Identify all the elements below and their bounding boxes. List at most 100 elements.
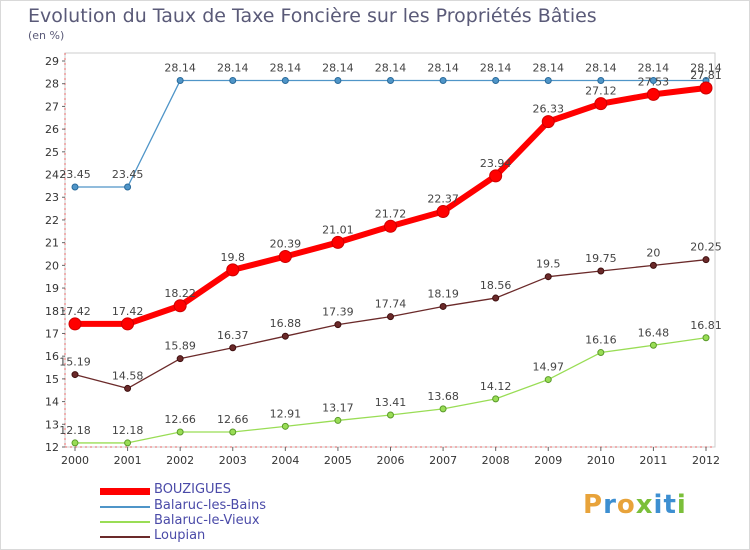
y-tick-label: 24 (45, 169, 59, 182)
data-point (384, 219, 397, 233)
series-line-balaruc-le-vieux (75, 337, 707, 444)
data-label: 19.8 (221, 251, 246, 264)
data-label: 28.14 (217, 62, 249, 75)
data-point (387, 411, 394, 419)
data-label: 28.14 (375, 62, 407, 75)
data-point (387, 313, 394, 321)
data-point (699, 81, 713, 95)
x-tick-label: 2010 (587, 454, 615, 467)
data-point (229, 428, 237, 436)
data-point (702, 334, 710, 342)
data-point (492, 395, 500, 403)
data-point (176, 355, 184, 363)
data-point (597, 267, 605, 275)
proxiti-logo: Proxiti (583, 490, 687, 520)
data-label: 28.14 (427, 62, 459, 75)
data-point (176, 428, 184, 436)
data-label: 18.19 (427, 287, 459, 300)
legend-swatch (100, 536, 150, 538)
y-tick-label: 29 (45, 55, 59, 68)
data-label: 27.12 (585, 85, 617, 98)
data-label: 14.97 (533, 361, 565, 374)
data-point (439, 302, 447, 310)
data-label: 27.53 (638, 75, 670, 88)
data-label: 16.37 (217, 329, 249, 342)
legend-label: Balaruc-les-Bains (154, 498, 267, 513)
x-tick-label: 2003 (219, 454, 247, 467)
legend-label: Balaruc-le-Vieux (154, 513, 260, 528)
legend-swatch (100, 506, 150, 508)
x-tick-label: 2011 (639, 454, 667, 467)
y-tick-label: 20 (45, 259, 59, 272)
logo-letter: t (663, 490, 677, 520)
data-label: 12.18 (59, 424, 91, 437)
data-label: 18.56 (480, 279, 512, 292)
y-tick-label: 14 (45, 396, 59, 409)
legend-swatch (100, 487, 150, 495)
data-label: 13.17 (322, 401, 354, 414)
logo-letter: P (583, 490, 604, 520)
data-point (489, 169, 503, 183)
x-tick-label: 2005 (324, 454, 352, 467)
data-label: 28.14 (533, 62, 565, 75)
data-label: 13.68 (427, 390, 459, 403)
logo-letter: o (616, 490, 636, 520)
data-label: 28.14 (690, 62, 722, 75)
data-point (649, 261, 657, 269)
data-label: 16.88 (270, 317, 302, 330)
data-label: 28.14 (270, 62, 302, 75)
logo-letter: i (653, 490, 664, 520)
y-tick-label: 12 (45, 441, 59, 454)
y-tick-label: 18 (45, 305, 59, 318)
data-label: 28.14 (322, 62, 354, 75)
data-label: 26.33 (533, 103, 565, 116)
legend-swatch (100, 521, 150, 523)
y-tick-label: 13 (45, 418, 59, 431)
data-label: 12.18 (112, 424, 144, 437)
data-point (281, 422, 289, 430)
x-tick-label: 2002 (166, 454, 194, 467)
data-point (334, 321, 342, 329)
data-point (226, 263, 240, 277)
data-label: 28.14 (585, 62, 617, 75)
data-point (594, 97, 608, 111)
y-tick-label: 16 (45, 350, 59, 363)
y-tick-label: 23 (45, 191, 59, 204)
data-label: 13.41 (375, 396, 407, 409)
data-label: 15.19 (59, 356, 91, 369)
y-tick-label: 21 (45, 237, 59, 250)
data-label: 17.42 (59, 305, 91, 318)
data-label: 28.14 (480, 62, 512, 75)
data-label: 17.42 (112, 305, 144, 318)
y-tick-label: 17 (45, 327, 59, 340)
data-point (649, 77, 657, 85)
logo-letter: i (676, 490, 687, 520)
data-point (436, 205, 450, 219)
data-point (492, 294, 500, 302)
data-label: 12.66 (217, 413, 249, 426)
x-tick-label: 2009 (534, 454, 562, 467)
data-label: 23.45 (112, 168, 144, 181)
data-point (439, 405, 447, 413)
x-tick-label: 2000 (61, 454, 89, 467)
logo-letter: r (603, 490, 617, 520)
data-point (646, 87, 660, 101)
data-point (229, 77, 237, 85)
data-label: 21.01 (322, 223, 354, 236)
y-tick-label: 22 (45, 214, 59, 227)
data-label: 28.14 (164, 62, 196, 75)
data-label: 16.81 (690, 319, 722, 332)
data-label: 15.89 (164, 340, 196, 353)
series-line-loupian (74, 259, 707, 390)
data-label: 17.74 (375, 298, 407, 311)
data-label: 16.48 (638, 326, 670, 339)
data-point (597, 349, 605, 357)
y-tick-label: 26 (45, 123, 59, 136)
data-label: 14.12 (480, 380, 512, 393)
x-tick-label: 2007 (429, 454, 457, 467)
y-tick-label: 25 (45, 146, 59, 159)
data-point (544, 376, 552, 384)
data-point (124, 384, 132, 392)
chart-title: Evolution du Taux de Taxe Foncière sur l… (28, 5, 597, 27)
x-tick-label: 2001 (114, 454, 142, 467)
